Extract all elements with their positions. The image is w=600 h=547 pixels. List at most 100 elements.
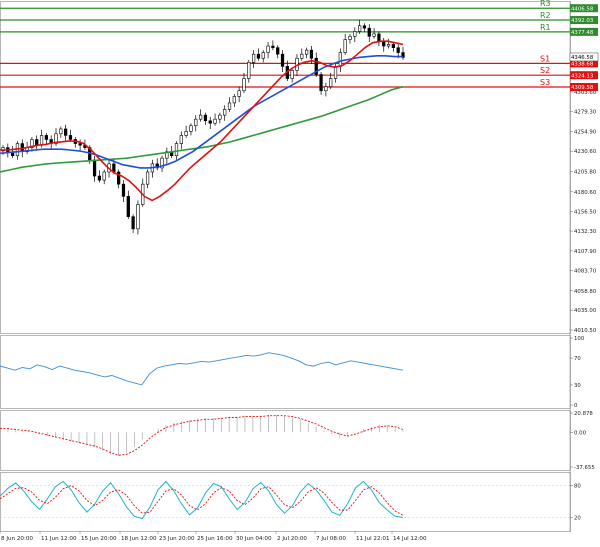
- stoch-k-line: [0, 480, 404, 520]
- level-price-text-r3: 4406.58: [571, 6, 594, 12]
- candle-body: [348, 36, 352, 40]
- price-tick-label: 4254.90: [574, 129, 597, 135]
- level-price-text-s3: 4309.58: [571, 85, 594, 91]
- candle-body: [35, 139, 39, 146]
- ma-slow-line: [0, 85, 404, 173]
- candle-body: [382, 41, 386, 47]
- level-price-box-s2: [570, 71, 598, 80]
- x-tick-label: 25 Jun 16:00: [197, 536, 233, 542]
- level-label-s3: S3: [540, 78, 550, 87]
- candle-body: [68, 135, 73, 140]
- candle-body: [223, 109, 227, 116]
- price-tick-label: 4180.60: [574, 190, 597, 196]
- macd-tick-label: 0.00: [574, 430, 587, 436]
- candle-body: [78, 143, 82, 146]
- candle-body: [276, 47, 280, 55]
- x-tick-label: 7 Jul 08:00: [316, 536, 346, 542]
- candle-body: [54, 133, 58, 144]
- candle-body: [39, 135, 44, 146]
- x-tick-label: 11 Jun 12:00: [41, 536, 77, 542]
- candle-body: [165, 151, 169, 159]
- candle-body: [353, 31, 357, 37]
- candle-body: [145, 171, 150, 185]
- level-price-text-s2: 4324.13: [571, 73, 593, 79]
- rsi-tick-label: 70: [574, 356, 581, 362]
- candle-body: [218, 114, 222, 120]
- candle-body: [247, 62, 251, 79]
- candle-body: [174, 143, 179, 157]
- candle-body: [256, 53, 261, 59]
- candle-body: [136, 204, 140, 230]
- level-price-box-s1: [570, 59, 598, 68]
- candle-body: [251, 53, 256, 63]
- candle-body: [64, 128, 68, 136]
- candle-body: [338, 52, 342, 67]
- candle-body: [372, 33, 376, 37]
- stoch-tick-label: 80: [574, 484, 581, 490]
- level-label-s1: S1: [540, 54, 550, 63]
- candle-body: [102, 171, 106, 181]
- last-price-box: [569, 52, 599, 62]
- x-tick-label: 15 Jun 20:00: [81, 536, 117, 542]
- macd-pane-frame: [0, 410, 571, 471]
- price-tick-label: 4279.30: [574, 110, 597, 116]
- price-pane: R3 R2 R1 S1 S2 S3: [0, 0, 570, 235]
- candle-body: [290, 70, 294, 79]
- price-tick-label: 4010.50: [574, 328, 597, 334]
- level-price-box-s3: [570, 83, 598, 92]
- candle-body: [227, 102, 232, 110]
- rsi-tick-label: 0: [574, 403, 578, 409]
- candle-body: [30, 139, 34, 148]
- price-tick-label: 4035.00: [574, 308, 597, 314]
- candle-body: [232, 96, 236, 104]
- last-price-text: 4346.58: [571, 55, 594, 61]
- price-tick-label: 4058.80: [574, 289, 597, 295]
- stoch-tick-label: 20: [574, 515, 581, 521]
- candle-body: [319, 74, 323, 92]
- stochastic-pane: [0, 480, 570, 520]
- candle-body: [97, 175, 102, 181]
- candle-body: [309, 49, 314, 59]
- macd-tick-label: -37.655: [574, 465, 595, 471]
- candle-body: [396, 47, 400, 53]
- level-label-r2: R2: [540, 11, 551, 20]
- candle-body: [184, 131, 188, 136]
- x-tick-label: 30 Jun 04:00: [236, 536, 272, 542]
- candle-body: [160, 157, 164, 169]
- axes: 4406.58 4392.03 4377.48 4346.584338.68 4324.…: [0, 4, 599, 542]
- x-tick-label: 23 Jun 20:00: [159, 536, 195, 542]
- candle-body: [208, 120, 212, 124]
- ma-fast-line: [0, 40, 404, 202]
- rsi-tick-label: 30: [574, 383, 581, 389]
- ma-mid-line: [0, 54, 403, 169]
- level-label-r1: R1: [540, 23, 551, 32]
- level-price-box-r1: [570, 27, 598, 36]
- rsi-tick-label: 100: [574, 336, 585, 342]
- stoch-pane-frame: [0, 472, 571, 532]
- macd-pane: [0, 414, 404, 457]
- level-price-text-r1: 4377.48: [571, 30, 594, 36]
- candle-body: [324, 86, 328, 92]
- rsi-pane: [0, 352, 404, 386]
- candle-body: [92, 159, 97, 177]
- candle-body: [131, 216, 135, 230]
- price-tick-label: 4083.70: [574, 269, 597, 275]
- candle-body: [261, 52, 265, 59]
- price-tick-label: 4205.80: [574, 169, 597, 175]
- candle-body: [300, 53, 304, 59]
- candle-body: [391, 44, 395, 48]
- x-tick-label: 11 Jul 22:01: [356, 536, 390, 542]
- candle-body: [179, 135, 183, 144]
- level-price-box-r2: [570, 16, 598, 25]
- price-tick-label: 4132.30: [574, 229, 597, 235]
- candle-body: [367, 27, 371, 37]
- candle-body: [362, 25, 367, 29]
- candle-body: [59, 128, 63, 135]
- candle-body: [194, 118, 198, 126]
- level-label-s2: S2: [540, 66, 550, 75]
- level-price-box-r3: [570, 4, 598, 13]
- candle-body: [198, 114, 203, 120]
- rsi-pane-frame: [0, 335, 571, 409]
- candle-body: [237, 90, 241, 97]
